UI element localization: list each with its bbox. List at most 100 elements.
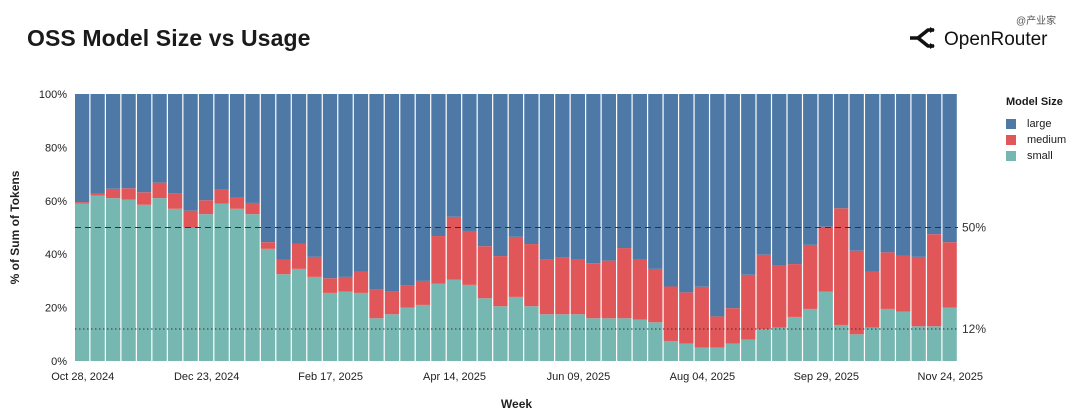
bar-large (477, 94, 493, 247)
bar-large (167, 94, 183, 194)
bar-small (679, 343, 694, 361)
bar-large (183, 94, 198, 211)
bar-large (834, 94, 849, 209)
bar-medium (384, 291, 400, 315)
bar-small (90, 195, 105, 361)
bar-small (849, 334, 864, 361)
x-tick-label: Nov 24, 2025 (918, 371, 983, 383)
bar-small (152, 198, 167, 361)
bar-small (462, 284, 477, 361)
bar-large (493, 94, 508, 257)
legend-label-medium: medium (1027, 134, 1067, 146)
legend-label-small: small (1027, 150, 1053, 162)
bar-small (245, 214, 260, 361)
bar-small (353, 292, 369, 361)
bar-large (865, 94, 880, 272)
bar-large (710, 94, 725, 317)
bar-medium (136, 192, 152, 205)
bar-medium (75, 202, 90, 204)
bar-small (694, 347, 709, 361)
bar-medium (741, 274, 756, 340)
bar-medium (307, 256, 322, 277)
bar-small (214, 203, 229, 361)
y-tick-label: 40% (45, 249, 67, 261)
bar-small (384, 314, 400, 361)
bar-large (524, 94, 539, 245)
bar-small (570, 314, 586, 361)
bar-large (400, 94, 415, 286)
bar-small (183, 227, 198, 361)
bar-large (384, 94, 400, 292)
bar-small (369, 318, 384, 361)
bar-medium (648, 268, 663, 323)
bar-large (446, 94, 462, 217)
bar-large (415, 94, 431, 281)
bar-large (570, 94, 586, 260)
bar-medium (570, 259, 586, 315)
bar-large (927, 94, 942, 235)
bar-large (539, 94, 555, 260)
bar-large (431, 94, 446, 237)
bar-medium (663, 286, 678, 341)
bar-small (105, 198, 121, 361)
x-tick-label: Apr 14, 2025 (423, 371, 486, 383)
bar-small (167, 208, 183, 361)
bar-small (648, 322, 663, 361)
bar-large (803, 94, 818, 245)
bar-large (75, 94, 90, 203)
bar-small (446, 279, 462, 361)
bar-small (741, 339, 756, 361)
bar-small (663, 340, 678, 361)
bar-medium (896, 255, 911, 312)
x-axis-label: Week (501, 397, 532, 411)
x-tick-label: Dec 23, 2024 (174, 371, 239, 383)
bar-medium (152, 182, 167, 199)
bar-small (307, 276, 322, 361)
bar-large (322, 94, 338, 279)
bar-large (555, 94, 570, 258)
bar-large (880, 94, 895, 253)
bar-small (710, 347, 725, 361)
bar-large (353, 94, 369, 272)
bar-medium (431, 236, 446, 284)
bar-medium (322, 278, 338, 293)
bar-medium (291, 243, 307, 269)
bar-medium (725, 308, 740, 344)
bar-small (617, 318, 632, 361)
bar-small (818, 291, 833, 361)
bar-large (462, 94, 477, 231)
bar-large (911, 94, 926, 257)
bar-large (508, 94, 524, 237)
bar-small (803, 308, 818, 361)
legend-swatch-large (1006, 119, 1016, 129)
legend-item-medium: medium (1006, 132, 1066, 148)
legend-item-large: large (1006, 116, 1066, 132)
bar-medium (555, 257, 570, 315)
bar-small (787, 316, 802, 361)
bar-small (896, 311, 911, 361)
bar-large (756, 94, 771, 255)
bar-large (276, 94, 291, 260)
bar-medium (276, 259, 291, 275)
y-tick-label: 0% (51, 356, 67, 368)
bar-large (648, 94, 663, 269)
bar-small (276, 274, 291, 361)
bar-large (694, 94, 709, 287)
bar-large (679, 94, 694, 293)
bar-small (911, 326, 926, 361)
bar-medium (772, 265, 787, 328)
bar-large (663, 94, 678, 287)
bar-large (90, 94, 105, 194)
bar-small (834, 324, 849, 361)
bar-medium (90, 193, 105, 196)
bar-small (942, 307, 957, 361)
bar-small (322, 292, 338, 361)
bar-medium (477, 246, 493, 299)
x-tick-label: Sep 29, 2025 (794, 371, 859, 383)
brand: OpenRouter (908, 26, 1048, 54)
bar-small (121, 199, 136, 361)
bar-medium (617, 248, 632, 319)
bar-large (741, 94, 756, 275)
bar-large (136, 94, 152, 193)
bar-medium (214, 189, 229, 204)
